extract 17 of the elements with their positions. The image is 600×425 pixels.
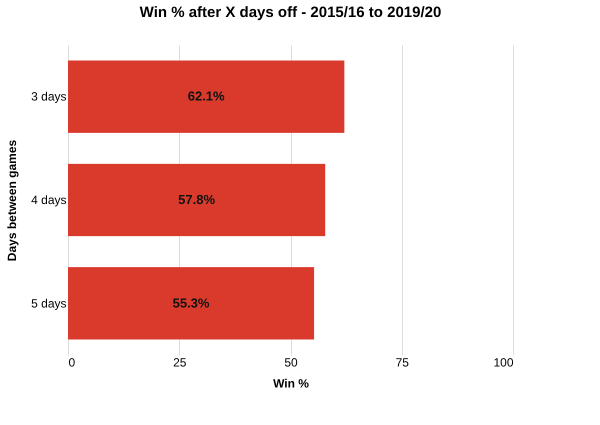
- x-axis-title: Win %: [273, 376, 310, 390]
- bar: [68, 60, 344, 133]
- y-axis-title: Days between games: [5, 139, 20, 262]
- data-label: 57.8%: [178, 192, 216, 207]
- y-tick-label: 3 days: [31, 90, 66, 104]
- y-tick-label: 5 days: [31, 296, 66, 310]
- bar: [68, 164, 326, 236]
- chart-title: Win % after X days off - 2015/16 to 2019/20: [140, 4, 442, 21]
- x-tick-label: 100: [493, 356, 514, 370]
- x-tick-label: 0: [68, 356, 76, 370]
- data-label: 62.1%: [188, 88, 226, 104]
- x-tick-label: 25: [173, 356, 187, 370]
- x-tick-label: 50: [284, 356, 298, 370]
- data-label: 55.3%: [172, 295, 210, 310]
- x-tick-label: 75: [396, 356, 410, 370]
- y-tick-label: 4 days: [31, 193, 66, 207]
- bar: [68, 267, 314, 340]
